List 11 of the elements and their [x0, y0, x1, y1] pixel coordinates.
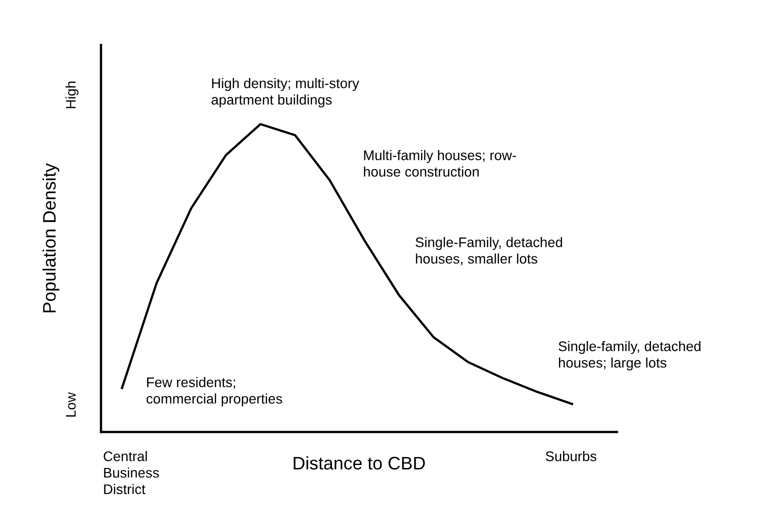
y-axis-title: Population Density	[42, 163, 60, 312]
annotation: Single-family, detached houses; large lots	[558, 341, 700, 370]
text: Low	[66, 392, 76, 417]
text: High density; multi-story apartment buildings	[212, 78, 360, 108]
text: Suburbs	[546, 451, 596, 462]
annotation: Few residents; commercial properties	[146, 377, 282, 406]
x-axis-title: Distance to CBD	[294, 456, 425, 470]
annotation: Single-Family, detached houses, smaller lots	[416, 237, 562, 266]
text: High	[66, 82, 78, 108]
annotation: Multi-family houses; row- house construction	[364, 150, 516, 177]
text: Central Business District	[104, 451, 159, 494]
